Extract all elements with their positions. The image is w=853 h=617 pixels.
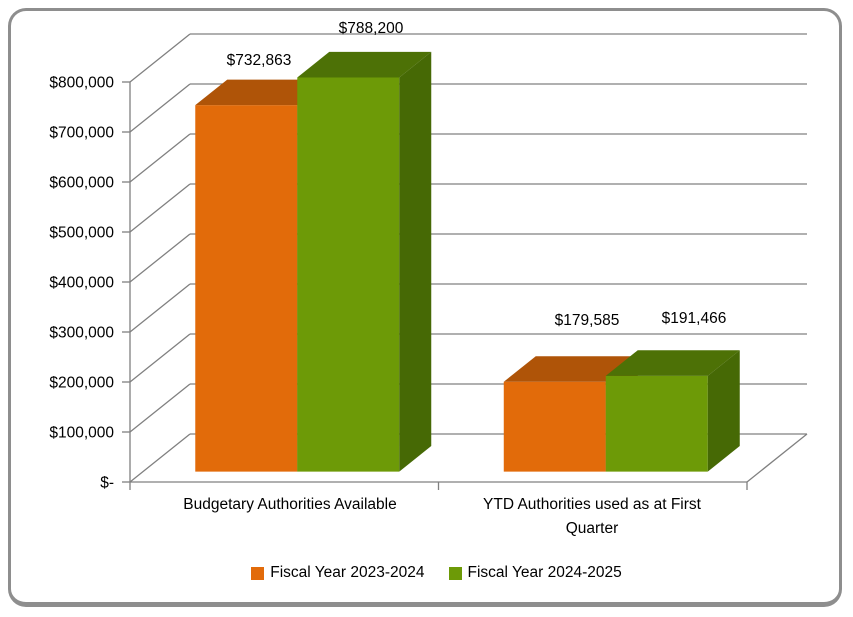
- y-tick-label: $600,000: [49, 175, 114, 192]
- side-wall-gridline: [129, 383, 191, 433]
- y-tick-label: $100,000: [49, 425, 114, 442]
- side-wall-gridline: [129, 233, 191, 283]
- legend-swatch-fy2024-2025-icon: [448, 566, 462, 580]
- legend-item-fy2024-2025: Fiscal Year 2024-2025: [448, 564, 622, 582]
- data-label-series-1-cat-1: $191,466: [662, 310, 727, 327]
- side-wall-gridline: [129, 283, 191, 333]
- y-tick-label: $300,000: [49, 325, 114, 342]
- bar-side-face-series-1-cat-1: [707, 350, 740, 472]
- y-tick-label: $800,000: [49, 75, 114, 92]
- data-label-series-0-cat-0: $732,863: [227, 52, 292, 69]
- floor-right-edge: [746, 433, 808, 483]
- data-label-series-0-cat-1: $179,585: [555, 312, 620, 329]
- legend-item-fy2023-2024: Fiscal Year 2023-2024: [251, 564, 425, 582]
- bar-front-face-series-0-cat-0: [195, 105, 298, 472]
- side-wall-gridline: [129, 333, 191, 383]
- chart-area-border: [8, 8, 842, 607]
- category-label-ytd-authorities: YTD Authorities used as at First Quarter: [483, 496, 701, 537]
- bar-front-face-series-1-cat-0: [297, 77, 400, 472]
- legend: Fiscal Year 2023-2024 Fiscal Year 2024-2…: [20, 564, 853, 582]
- y-tick-label: $200,000: [49, 375, 114, 392]
- side-wall-gridline: [129, 133, 191, 183]
- bar-front-face-series-0-cat-1: [503, 381, 606, 472]
- legend-swatch-fy2023-2024-icon: [251, 566, 265, 580]
- bar-top-face-series-0-cat-1: [503, 356, 638, 382]
- bar-side-face-series-1-cat-0: [399, 51, 432, 472]
- bar-top-face-series-1-cat-1: [605, 350, 740, 376]
- bar-top-face-series-1-cat-0: [297, 51, 432, 78]
- side-wall-gridline: [129, 33, 191, 83]
- y-tick-label: $-: [100, 475, 114, 492]
- y-tick-label: $500,000: [49, 225, 114, 242]
- bar-front-face-series-1-cat-1: [605, 375, 708, 472]
- y-tick-label: $400,000: [49, 275, 114, 292]
- y-tick-label: $700,000: [49, 125, 114, 142]
- side-wall-gridline: [129, 433, 191, 483]
- data-label-series-1-cat-0: $788,200: [339, 20, 404, 37]
- side-wall-gridline: [129, 183, 191, 233]
- legend-label-fy2024-2025: Fiscal Year 2024-2025: [467, 564, 622, 581]
- category-label-budgetary-authorities: Budgetary Authorities Available: [183, 496, 397, 513]
- bar-top-face-series-0-cat-0: [195, 79, 330, 106]
- legend-label-fy2023-2024: Fiscal Year 2023-2024: [270, 564, 425, 581]
- side-wall-gridline: [129, 83, 191, 133]
